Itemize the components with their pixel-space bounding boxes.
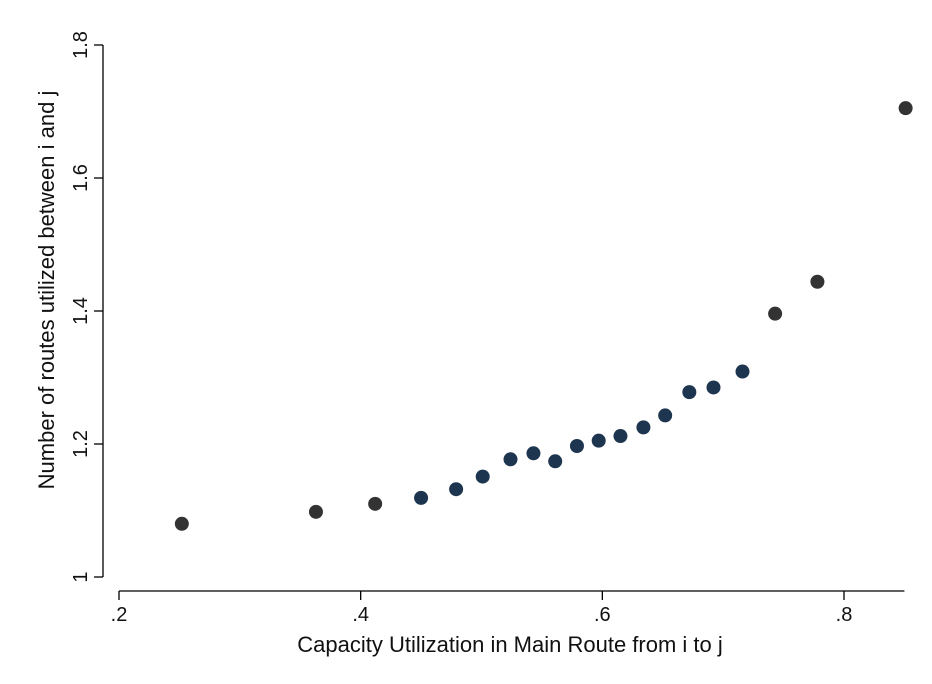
data-point (414, 490, 429, 505)
data-point (613, 429, 628, 444)
data-point (591, 433, 606, 448)
data-point (706, 380, 721, 395)
x-tick-label: .4 (352, 604, 369, 626)
data-point (636, 420, 651, 435)
data-point (658, 408, 673, 423)
y-tick-label: 1.8 (70, 31, 92, 59)
data-point (503, 452, 518, 467)
x-axis-title: Capacity Utilization in Main Route from … (297, 632, 723, 657)
axes: 1 1.2 1.4 1.6 1.8 .2 .4 .6 .8 (70, 31, 905, 626)
data-point (735, 364, 750, 379)
data-point (682, 385, 697, 400)
data-points (174, 101, 913, 531)
y-tick-label: 1 (70, 571, 92, 582)
data-point (548, 454, 563, 469)
data-point (526, 446, 541, 461)
data-point (569, 438, 584, 453)
data-point (768, 306, 783, 321)
data-point (898, 101, 913, 116)
data-point (810, 274, 825, 289)
y-tick-label: 1.4 (70, 297, 92, 325)
data-point (174, 516, 189, 531)
y-axis-title: Number of routes utilized between i and … (34, 91, 59, 490)
data-point (368, 496, 383, 511)
data-point (475, 469, 490, 484)
y-tick-label: 1.2 (70, 430, 92, 458)
y-tick-label: 1.6 (70, 164, 92, 192)
data-point (308, 504, 323, 519)
x-tick-label: .6 (594, 604, 611, 626)
data-point (449, 482, 464, 497)
x-tick-label: .8 (836, 604, 853, 626)
x-tick-label: .2 (111, 604, 128, 626)
